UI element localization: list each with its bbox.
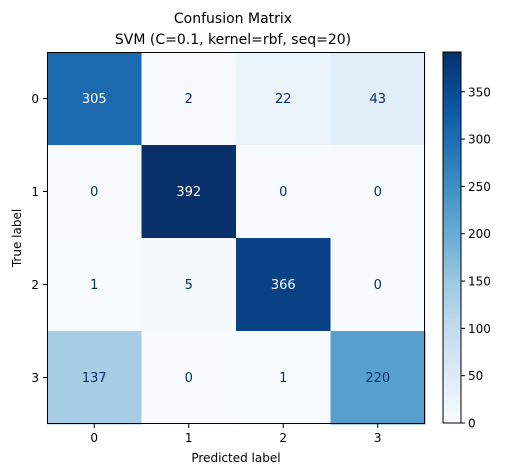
heatmap-cell	[141, 331, 237, 425]
heatmap-cell	[47, 331, 142, 425]
heatmap-cell	[236, 145, 331, 239]
cell-value-label: 392	[176, 185, 201, 200]
heatmap-cells	[47, 52, 426, 425]
heatmap-cell	[141, 145, 237, 239]
heatmap-cell	[47, 145, 142, 239]
heatmap-cell	[330, 145, 426, 239]
cell-value-label: 1	[279, 371, 287, 386]
colorbar-tick-label: 200	[468, 227, 491, 241]
x-tick-label: 3	[374, 431, 382, 445]
cell-value-label: 0	[90, 185, 98, 200]
colorbar-tick-label: 250	[468, 180, 491, 194]
chart-subtitle: SVM (C=0.1, kernel=rbf, seq=20)	[115, 32, 351, 48]
y-tick-label: 0	[31, 92, 39, 106]
colorbar-tick-label: 150	[468, 275, 491, 289]
cell-value-label: 1	[90, 278, 98, 293]
colorbar-tick-label: 0	[468, 417, 476, 431]
x-tick-label: 1	[185, 431, 193, 445]
y-tick-label: 2	[31, 278, 39, 292]
y-tick-label: 1	[31, 185, 39, 199]
cell-value-label: 0	[374, 278, 382, 293]
cell-value-label: 0	[185, 371, 193, 386]
cell-value-label: 5	[185, 278, 193, 293]
cell-value-label: 2	[185, 92, 193, 107]
cell-value-label: 43	[369, 92, 386, 107]
cell-value-label: 137	[82, 371, 107, 386]
cell-value-label: 0	[374, 185, 382, 200]
y-axis-label: True label	[10, 209, 24, 268]
y-axis-ticks: 0 1 2 3	[31, 92, 47, 385]
y-tick-label: 3	[31, 371, 39, 385]
cell-value-label: 220	[365, 371, 390, 386]
colorbar-tick-label: 50	[468, 369, 483, 383]
x-tick-label: 0	[90, 431, 98, 445]
heatmap-cell	[141, 52, 237, 146]
cell-value-label: 305	[82, 92, 107, 107]
heatmap-cell	[47, 238, 142, 332]
heatmap-cell	[330, 52, 426, 146]
cell-value-label: 366	[271, 278, 296, 293]
heatmap-cell	[47, 52, 142, 146]
heatmap-cell	[330, 331, 426, 425]
colorbar-tick-label: 300	[468, 133, 491, 147]
chart-title: Confusion Matrix	[174, 11, 292, 27]
colorbar	[442, 51, 462, 424]
plot-frame	[47, 52, 425, 424]
x-axis-label: Predicted label	[191, 451, 280, 465]
heatmap-cell	[236, 331, 331, 425]
x-axis-ticks: 0 1 2 3	[90, 424, 382, 445]
colorbar-tick-label: 350	[468, 85, 491, 99]
heatmap-cell	[330, 238, 426, 332]
cell-value-label: 0	[279, 185, 287, 200]
x-tick-label: 2	[279, 431, 287, 445]
heatmap-cell	[236, 238, 331, 332]
cell-value-label: 22	[275, 92, 292, 107]
colorbar-ticks: 0 50 100 150 200 250 300 350	[461, 85, 491, 431]
colorbar-tick-label: 100	[468, 322, 491, 336]
heatmap-cell	[141, 238, 237, 332]
heatmap-cell	[236, 52, 331, 146]
